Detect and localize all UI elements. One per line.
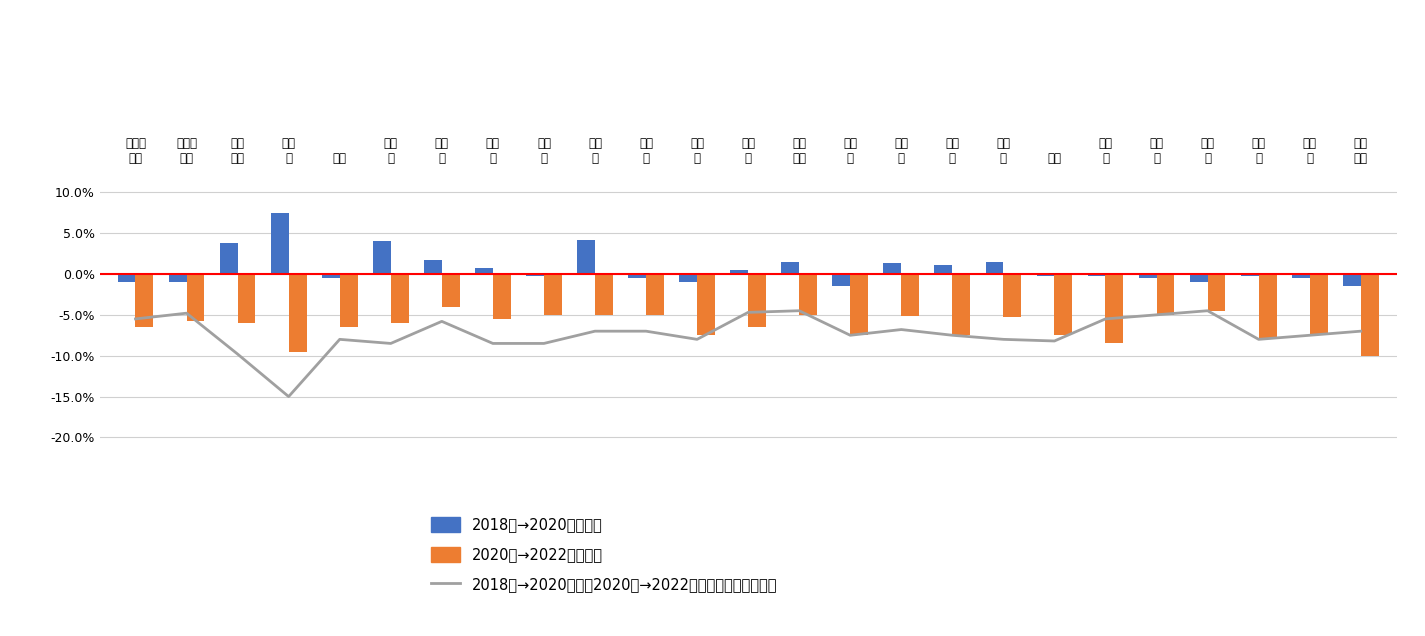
Bar <box>339 274 358 327</box>
Bar <box>799 274 817 315</box>
Bar <box>1310 274 1328 335</box>
Bar <box>1342 274 1361 286</box>
Text: 江東
区: 江東 区 <box>589 137 601 165</box>
Bar <box>1241 274 1258 277</box>
Bar <box>1292 274 1310 278</box>
Text: 北区: 北区 <box>1047 153 1062 165</box>
Bar <box>187 274 204 321</box>
Text: 目黒
区: 目黒 区 <box>690 137 704 165</box>
Bar <box>322 274 339 278</box>
Bar <box>289 274 306 352</box>
Bar <box>118 274 135 282</box>
Bar <box>373 241 390 274</box>
Bar <box>1157 274 1174 315</box>
Bar <box>493 274 510 319</box>
Text: 大田
区: 大田 区 <box>741 137 755 165</box>
Bar <box>781 261 799 274</box>
Text: 中央
区: 中央 区 <box>282 137 295 165</box>
Text: 千代
田区: 千代 田区 <box>231 137 245 165</box>
Bar <box>1258 274 1277 340</box>
Bar <box>425 260 442 274</box>
Bar <box>577 240 596 274</box>
Bar <box>1106 274 1123 343</box>
Bar <box>697 274 715 335</box>
Bar <box>1361 274 1378 356</box>
Text: 特別区
平均: 特別区 平均 <box>177 137 197 165</box>
Bar <box>628 274 646 278</box>
Bar <box>935 265 952 274</box>
Text: 新宿
区: 新宿 区 <box>383 137 398 165</box>
Text: 足立
区: 足立 区 <box>1251 137 1265 165</box>
Bar <box>390 274 409 323</box>
Text: 練馬
区: 練馬 区 <box>1201 137 1214 165</box>
Bar <box>475 268 493 274</box>
Text: 杉並
区: 杉並 区 <box>945 137 959 165</box>
Text: 東京都
平均: 東京都 平均 <box>125 137 145 165</box>
Text: 渋谷
区: 渋谷 区 <box>844 137 858 165</box>
Bar <box>168 274 187 282</box>
Bar <box>135 274 154 327</box>
Bar <box>884 263 901 274</box>
Bar <box>596 274 613 315</box>
Bar <box>730 270 748 274</box>
Text: 文京
区: 文京 区 <box>435 137 449 165</box>
Bar <box>1087 274 1106 277</box>
Bar <box>680 274 697 282</box>
Bar <box>442 274 460 307</box>
Bar <box>1139 274 1157 278</box>
Bar <box>219 243 238 274</box>
Text: 葛飾
区: 葛飾 区 <box>1302 137 1317 165</box>
Text: 世田
谷区: 世田 谷区 <box>792 137 807 165</box>
Bar <box>526 274 544 277</box>
Bar <box>1036 274 1054 277</box>
Bar <box>1190 274 1207 282</box>
Text: 板橋
区: 板橋 区 <box>1150 137 1164 165</box>
Text: 荒川
区: 荒川 区 <box>1099 137 1113 165</box>
Text: 品川
区: 品川 区 <box>638 137 653 165</box>
Bar <box>901 274 919 317</box>
Bar <box>1207 274 1226 311</box>
Bar <box>646 274 664 315</box>
Bar <box>544 274 561 315</box>
Text: 台東
区: 台東 区 <box>486 137 500 165</box>
Bar <box>271 212 289 274</box>
Bar <box>851 274 868 335</box>
Text: 墨田
区: 墨田 区 <box>537 137 551 165</box>
Bar <box>1003 274 1022 317</box>
Text: 豊島
区: 豊島 区 <box>996 137 1010 165</box>
Bar <box>748 274 767 327</box>
Bar <box>238 274 255 323</box>
Text: 中野
区: 中野 区 <box>895 137 908 165</box>
Bar <box>1054 274 1072 335</box>
Text: 港区: 港区 <box>332 153 346 165</box>
Bar <box>986 263 1003 274</box>
Text: 江戸
川区: 江戸 川区 <box>1354 137 1368 165</box>
Legend: 2018年→2020年変化率, 2020年→2022年変化率, 2018年→2020年か劙2020年→2022年への変化率の増減幅: 2018年→2020年変化率, 2020年→2022年変化率, 2018年→20… <box>432 516 778 592</box>
Bar <box>832 274 851 286</box>
Bar <box>952 274 970 335</box>
